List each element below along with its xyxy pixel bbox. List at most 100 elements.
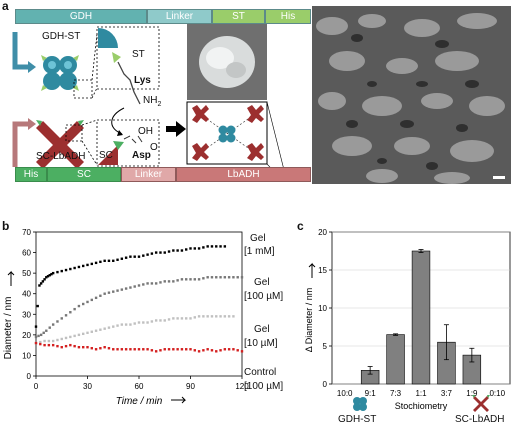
- data-point: [154, 282, 158, 285]
- data-point: [167, 280, 171, 283]
- data-point: [103, 346, 106, 349]
- data-point: [167, 250, 171, 253]
- x-axis-arrow-icon: [171, 396, 187, 404]
- data-point: [103, 327, 106, 330]
- data-point: [41, 280, 45, 283]
- y-tick-label: 10: [22, 351, 31, 360]
- data-point: [73, 307, 76, 311]
- data-point: [232, 276, 235, 279]
- sc-lbadh-construct-bar: His SC Linker LbADH: [15, 167, 311, 182]
- data-point: [215, 350, 218, 353]
- data-point: [37, 334, 40, 338]
- data-point: [129, 255, 132, 258]
- data-point: [39, 340, 42, 344]
- data-point: [185, 317, 188, 320]
- bar-segment-sc: SC: [47, 167, 121, 182]
- data-point: [172, 348, 175, 351]
- data-point: [215, 245, 218, 248]
- data-point: [120, 348, 124, 351]
- data-point: [137, 321, 141, 324]
- series-gel-10-m-: [34, 315, 235, 345]
- lys-label: Lys: [134, 75, 151, 86]
- annotation-gel-1mm-line2: [1 mM]: [244, 246, 275, 257]
- data-point: [60, 346, 63, 349]
- data-point: [43, 343, 46, 347]
- data-point: [189, 278, 192, 281]
- data-point: [107, 347, 111, 350]
- y-tick-label: 40: [22, 290, 31, 299]
- data-point: [120, 323, 124, 326]
- data-point: [116, 348, 119, 351]
- data-point: [60, 317, 63, 320]
- data-point: [86, 263, 89, 267]
- data-point: [133, 255, 136, 258]
- annotation-gel-1mm-line1: Gel: [250, 233, 266, 244]
- data-point: [99, 294, 102, 297]
- data-point: [206, 348, 209, 351]
- data-point: [146, 282, 149, 285]
- data-point: [82, 302, 85, 306]
- y-tick-label: 20: [318, 228, 327, 237]
- x-axis-label: Time / min: [116, 396, 163, 407]
- o-label: O: [150, 142, 158, 153]
- data-point: [142, 321, 145, 324]
- data-point: [202, 315, 205, 318]
- data-point: [107, 259, 111, 262]
- data-point: [193, 247, 196, 250]
- data-point: [210, 276, 214, 279]
- data-point: [34, 341, 38, 345]
- bottom-bracket-arrow: [12, 121, 30, 167]
- data-point: [159, 349, 162, 352]
- sc-label: SC: [99, 150, 113, 161]
- data-point: [90, 330, 93, 333]
- x-tick-label: 0:10: [489, 389, 505, 398]
- data-point: [56, 270, 59, 274]
- data-point: [82, 346, 85, 349]
- data-point: [129, 286, 132, 289]
- data-point: [197, 247, 201, 250]
- gdh-st-tetramer-icon: [41, 55, 79, 91]
- data-point: [56, 320, 59, 323]
- gdh-st-small-icon: [353, 397, 367, 411]
- y-tick-label: 20: [22, 331, 31, 340]
- data-point: [124, 323, 128, 326]
- data-point: [137, 255, 141, 258]
- bar: [411, 250, 431, 385]
- data-point: [176, 279, 179, 282]
- data-point: [73, 334, 76, 338]
- data-point: [197, 350, 201, 353]
- data-point: [150, 252, 154, 255]
- data-point: [69, 311, 72, 314]
- data-point: [50, 272, 53, 276]
- bar-segment-his: His: [265, 9, 311, 24]
- data-point: [60, 269, 63, 273]
- time-course-chart: 0 10 20 30 40 50 60 70 0 30 60 90 120 Time / min Diame…: [3, 228, 249, 407]
- x-tick-label: 60: [135, 382, 144, 391]
- annotation-gel-10um-line2: [10 µM]: [244, 338, 278, 349]
- data-point: [133, 285, 136, 288]
- data-point: [73, 266, 76, 270]
- x-tick-label: 90: [186, 382, 195, 391]
- data-point: [223, 276, 227, 279]
- data-point: [99, 260, 102, 264]
- x-tick-label: 3:7: [441, 389, 453, 398]
- right-arrow-icon: [166, 121, 186, 137]
- data-point: [133, 348, 136, 351]
- bar-segment-linker: Linker: [147, 9, 212, 24]
- data-point: [142, 348, 145, 351]
- data-point: [215, 315, 218, 318]
- plot-frame: [35, 231, 243, 377]
- top-bracket-arrow: [12, 32, 30, 70]
- data-point: [223, 348, 227, 351]
- series-gel-1-mm-: [34, 245, 227, 328]
- scale-bar: [493, 176, 505, 179]
- data-point: [129, 348, 132, 351]
- data-point: [120, 257, 124, 260]
- data-point: [202, 277, 205, 280]
- data-point: [112, 325, 115, 328]
- data-point: [64, 314, 68, 317]
- data-point: [77, 333, 81, 337]
- panel-a-letter: a: [2, 0, 9, 13]
- data-point: [120, 288, 124, 291]
- data-point: [99, 347, 102, 350]
